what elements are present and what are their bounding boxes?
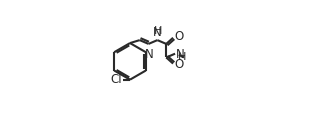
- Text: N: N: [144, 48, 153, 61]
- Text: Cl: Cl: [110, 73, 122, 86]
- Text: N: N: [153, 26, 162, 39]
- Text: H: H: [178, 52, 186, 62]
- Text: N: N: [175, 48, 184, 61]
- Text: H: H: [153, 26, 162, 36]
- Text: O: O: [175, 58, 184, 71]
- Text: O: O: [175, 30, 184, 43]
